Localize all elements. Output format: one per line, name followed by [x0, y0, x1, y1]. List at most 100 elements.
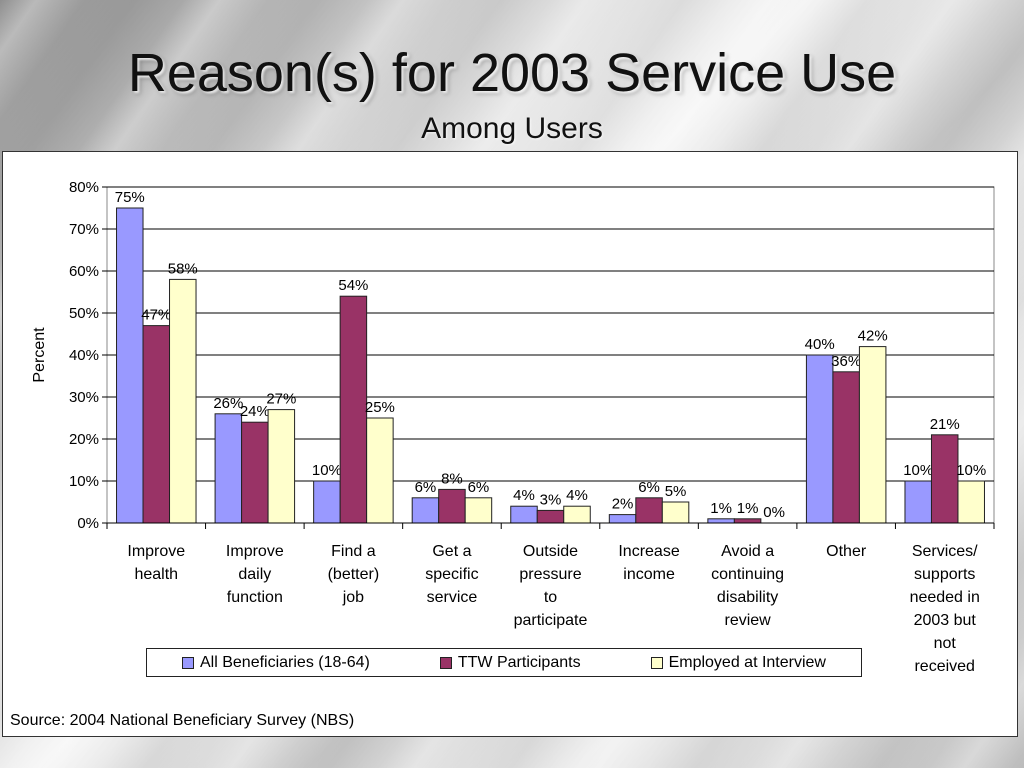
data-label: 40% — [805, 336, 835, 353]
data-label: 58% — [168, 260, 198, 277]
data-label: 27% — [266, 391, 296, 408]
x-tick-label: service — [427, 589, 478, 606]
x-tick-label: Outside — [523, 543, 578, 560]
bar-1-8 — [930, 434, 959, 524]
y-axis-label: Percent — [31, 327, 48, 383]
x-tick-label: (better) — [328, 566, 380, 583]
x-tick-label: Find a — [331, 543, 376, 560]
source-note: Source: 2004 National Beneficiary Survey… — [10, 712, 355, 729]
data-label: 36% — [831, 353, 861, 370]
x-tick-label: 2003 but — [914, 612, 977, 629]
bar-0-1 — [214, 413, 243, 524]
legend-item-employed: Employed at Interview — [650, 653, 826, 672]
data-label: 54% — [338, 277, 368, 294]
legend-swatch — [439, 656, 452, 669]
data-label: 6% — [638, 479, 660, 496]
data-label: 10% — [903, 462, 933, 479]
bar-1-6 — [733, 518, 762, 524]
legend-swatch — [650, 656, 663, 669]
bar-1-7 — [832, 371, 860, 524]
page-subtitle: Among Users — [421, 112, 603, 145]
legend-label: TTW Participants — [457, 653, 581, 671]
bar-1-2 — [339, 295, 368, 524]
x-tick-label: income — [623, 566, 675, 583]
x-tick-label: needed in — [910, 589, 980, 606]
bar-0-3 — [411, 497, 440, 524]
x-tick-label: received — [914, 658, 974, 675]
data-label: 25% — [365, 399, 395, 416]
bar-2-7 — [858, 346, 887, 524]
bar-2-2 — [366, 417, 394, 524]
bar-2-3 — [464, 497, 493, 524]
page-title: Reason(s) for 2003 Service Use — [127, 43, 897, 103]
data-label: 26% — [213, 395, 243, 412]
y-tick-label: 40% — [69, 347, 99, 364]
data-label: 10% — [956, 462, 986, 479]
x-tick-label: health — [134, 566, 178, 583]
data-label: 75% — [115, 189, 145, 206]
legend-swatch — [182, 656, 194, 669]
bar-2-8 — [957, 480, 985, 524]
bar-1-3 — [438, 488, 466, 524]
data-label: 1% — [737, 500, 759, 517]
x-tick-label: function — [227, 589, 283, 606]
x-tick-label: supports — [914, 566, 975, 583]
x-tick-label: Get a — [432, 543, 471, 560]
bar-2-4 — [563, 505, 591, 524]
x-tick-label: Increase — [618, 543, 679, 560]
y-tick-label: 20% — [69, 431, 99, 448]
data-label: 0% — [763, 504, 785, 521]
x-tick-label: Other — [826, 543, 867, 560]
x-tick-label: review — [724, 612, 771, 629]
x-tick-label: continuing — [711, 566, 784, 583]
legend-label: All Beneficiaries (18-64) — [200, 653, 370, 671]
data-label: 21% — [930, 416, 960, 433]
bar-1-4 — [536, 509, 565, 524]
data-label: 8% — [441, 470, 463, 487]
x-tick-label: disability — [717, 589, 778, 606]
x-tick-label: Avoid a — [721, 543, 774, 560]
y-tick-label: 60% — [69, 263, 99, 280]
bar-2-1 — [267, 409, 296, 524]
y-tick-label: 0% — [77, 515, 99, 532]
y-tick-label: 30% — [69, 389, 99, 406]
x-tick-label: specific — [425, 566, 478, 583]
x-tick-label: to — [544, 589, 557, 606]
data-label: 24% — [240, 403, 270, 420]
bar-0-8 — [904, 480, 932, 524]
data-label: 47% — [141, 307, 171, 324]
y-tick-label: 10% — [69, 473, 99, 490]
bar-1-1 — [241, 421, 269, 524]
data-label: 4% — [566, 487, 588, 504]
y-tick-label: 50% — [69, 305, 99, 322]
x-tick-label: pressure — [519, 566, 581, 583]
bar-0-5 — [608, 514, 637, 524]
legend-item-ttw-participants: TTW Participants — [439, 653, 581, 672]
x-tick-label: Improve — [226, 543, 284, 560]
y-tick-label: 80% — [69, 179, 99, 196]
bar-0-6 — [707, 518, 735, 524]
data-label: 6% — [468, 479, 490, 496]
x-tick-label: job — [342, 589, 364, 606]
x-tick-label: Services/ — [912, 543, 978, 560]
x-tick-label: daily — [238, 566, 271, 583]
y-tick-label: 70% — [69, 221, 99, 238]
x-tick-label: not — [934, 635, 957, 652]
bar-1-5 — [635, 497, 663, 524]
x-tick-label: participate — [514, 612, 588, 629]
data-label: 42% — [858, 328, 888, 345]
data-label: 4% — [513, 487, 535, 504]
data-label: 10% — [312, 462, 342, 479]
data-label: 3% — [540, 491, 562, 508]
legend-label: Employed at Interview — [668, 653, 826, 671]
bar-chart: 0% 10% 20% 30% 40% 50% 60% 70% 80% Percent 75% 26% 1… — [31, 179, 995, 675]
bar-2-5 — [661, 501, 690, 524]
data-label: 6% — [415, 479, 437, 496]
bar-0-7 — [805, 354, 834, 524]
legend-item-all-beneficiaries: All Beneficiaries (18-64) — [182, 654, 370, 672]
data-label: 1% — [710, 500, 732, 517]
bar-0-0 — [116, 207, 144, 524]
bar-2-0 — [169, 278, 197, 524]
bar-1-0 — [142, 325, 171, 524]
data-label: 5% — [665, 483, 687, 500]
